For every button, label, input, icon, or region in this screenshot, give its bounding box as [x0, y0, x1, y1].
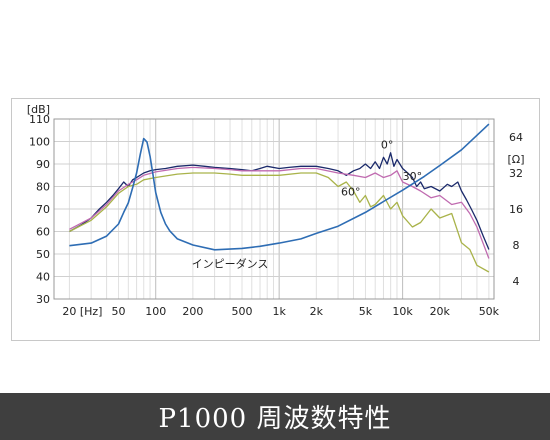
x-tick-label: 20	[62, 305, 76, 318]
series-line	[69, 166, 490, 259]
series-annotation: インピーダンス	[192, 257, 269, 271]
y2-axis-label: [Ω]	[508, 153, 525, 166]
x-tick-label: 1k	[272, 305, 286, 318]
x-tick-label: 100	[145, 305, 166, 318]
x-tick-label: 2k	[310, 305, 324, 318]
x-tick-label: 5k	[359, 305, 373, 318]
axes: 110 100 90 80 70 60 50 40 30 [dB] 64 32 16 8 4 [Ω] 20 [Hz…	[27, 103, 525, 318]
y-tick-label: 80	[36, 181, 50, 194]
y-tick-label: 60	[36, 226, 50, 239]
caption-text: P1000 周波数特性	[158, 404, 392, 434]
x-tick-label: [Hz]	[80, 305, 103, 318]
x-tick-label: 50k	[479, 305, 500, 318]
y-tick-label: 70	[36, 203, 50, 216]
x-tick-label: 50	[112, 305, 126, 318]
y-tick-label: 100	[29, 136, 50, 149]
y-axis-label: [dB]	[27, 103, 50, 116]
y-tick-label: 50	[36, 248, 50, 261]
series-line	[69, 123, 490, 251]
caption-bar: P1000 周波数特性	[0, 393, 550, 440]
series-annotation: 0°	[381, 138, 394, 151]
grid	[54, 118, 494, 300]
x-tick-label: 20k	[430, 305, 451, 318]
series-annotation: 30°	[403, 170, 423, 183]
frequency-response-chart: 110 100 90 80 70 60 50 40 30 [dB] 64 32 16 8 4 [Ω] 20 [Hz…	[27, 103, 525, 318]
y-tick-label: 90	[36, 158, 50, 171]
y2-tick-label: 32	[509, 167, 523, 180]
series	[69, 123, 490, 273]
x-tick-label: 10k	[392, 305, 413, 318]
series-line	[69, 172, 490, 273]
chart-frame: 110 100 90 80 70 60 50 40 30 [dB] 64 32 16 8 4 [Ω] 20 [Hz…	[11, 98, 540, 341]
y-tick-label: 40	[36, 271, 50, 284]
series-annotation: 60°	[341, 186, 361, 199]
y2-tick-label: 4	[513, 275, 520, 288]
y-tick-label: 30	[36, 293, 50, 306]
labels: 0° 30° 60° インピーダンス	[192, 138, 422, 270]
y2-tick-label: 16	[509, 203, 523, 216]
x-tick-label: 500	[231, 305, 252, 318]
plot-border	[53, 118, 495, 300]
y-tick-label: 110	[29, 113, 50, 126]
x-tick-label: 200	[182, 305, 203, 318]
y2-tick-label: 64	[509, 131, 523, 144]
y2-tick-label: 8	[513, 239, 520, 252]
